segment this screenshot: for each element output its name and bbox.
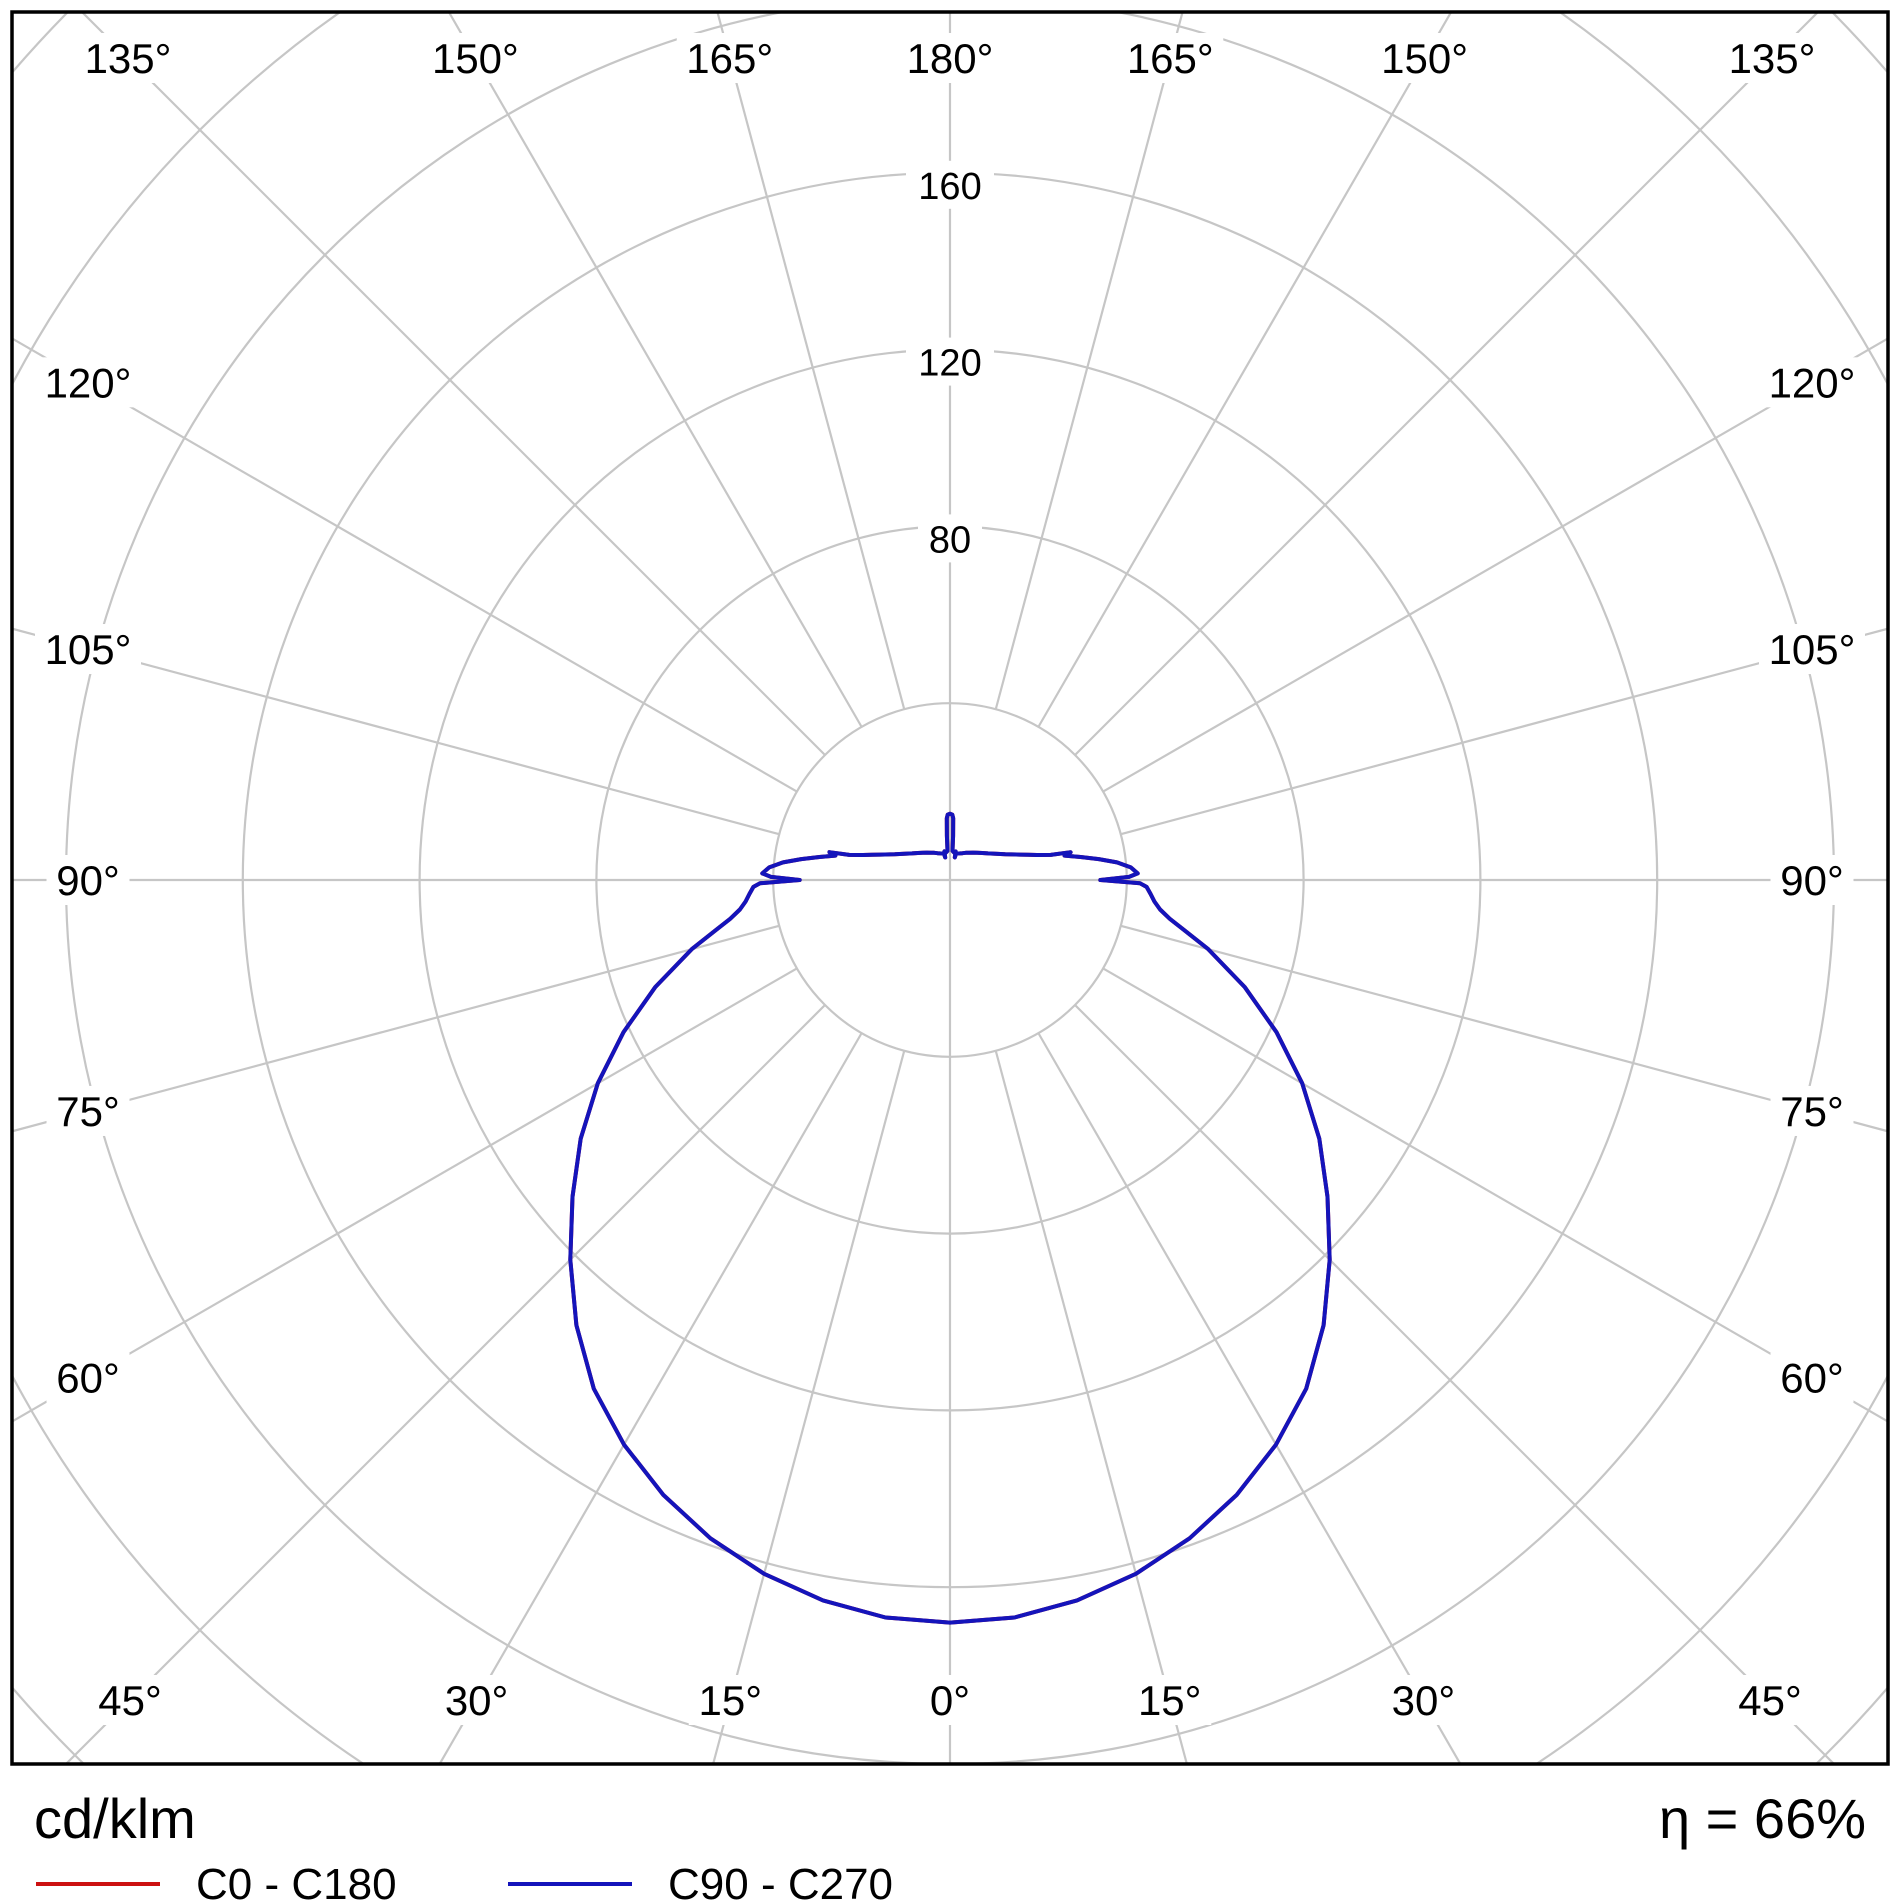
grid-spoke [81,13,826,756]
angle-label: 75° [1780,1088,1844,1135]
angle-label: 90° [56,857,120,904]
angle-label: 60° [56,1355,120,1402]
angle-label-bg [1770,1085,1854,1136]
legend-label-c0-c180: C0 - C180 [196,1860,397,1900]
ring-label: 160 [918,166,981,208]
legend: C0 - C180 C90 - C270 [36,1860,893,1900]
angle-label-bg [46,1085,130,1136]
angle-label-bg [1371,33,1478,83]
angle-label: 105° [1769,626,1856,673]
angle-label-bg [1719,33,1825,83]
angle-label: 165° [686,35,773,82]
angle-label-bg [897,33,1003,83]
grid-spoke [1074,1004,1835,1763]
angle-label-bg [920,1675,980,1725]
grid-spoke [1102,337,1887,793]
grid-spoke [13,924,780,1133]
angle-label-bg [1770,855,1854,905]
angle-label-bg [1770,1352,1854,1403]
angle-label: 45° [1738,1677,1802,1724]
angle-label-bg [46,855,130,905]
unit-label: cd/klm [34,1787,196,1850]
grid-spoke [994,1050,1188,1763]
ring-label: 80 [929,519,971,561]
angle-label: 75° [56,1088,120,1135]
angle-label: 105° [45,626,132,673]
plot-labels: 80 120 160 0° 15° 15° 30° 30° 45° 45° 60° 60° 75° 75°… [35,33,1865,1725]
angle-label-bg [1381,1675,1465,1725]
angle-label-bg [688,1675,772,1725]
angle-label-bg [676,33,783,83]
grid-spoke [716,13,906,710]
grid-spoke [1037,1032,1462,1763]
angle-label: 45° [98,1677,162,1724]
ring-label-bg [906,160,994,209]
angle-label-bg [1759,624,1865,675]
angle-label: 120° [45,359,132,406]
angle-label: 15° [699,1677,763,1724]
grid-spoke [1120,924,1887,1133]
angle-label-bg [46,1352,130,1403]
grid-spoke [994,13,1184,710]
grid-spoke [1074,13,1819,756]
grid-spoke [1037,13,1452,728]
chart-border [10,10,1890,1766]
angle-label-bg [1128,1675,1212,1725]
angle-label: 180° [907,35,994,82]
angle-label: 30° [1392,1677,1456,1724]
angle-label-bg [35,357,141,408]
angle-label: 60° [1780,1355,1844,1402]
angle-label: 90° [1780,857,1844,904]
grid-spoke [712,1050,906,1763]
grid-spoke [13,337,798,793]
angle-label: 15° [1138,1677,1202,1724]
grid-spoke [13,967,798,1423]
angle-label: 30° [445,1677,509,1724]
grid-spoke [1120,627,1887,836]
grid-spoke [1102,967,1887,1423]
efficiency-label: η = 66% [1659,1787,1866,1850]
series-curve-1 [568,811,1332,1625]
ring-label-bg [918,514,982,563]
angle-label: 150° [432,35,519,82]
ring-label: 120 [918,343,981,385]
angle-label: 0° [930,1677,970,1724]
grid-spoke [438,1032,863,1763]
angle-label-bg [435,1675,519,1725]
angle-label-bg [422,33,529,83]
ring-label-bg [906,337,994,386]
angle-label-bg [1728,1675,1812,1725]
grid-spoke [65,1004,826,1763]
grid-spoke [448,13,863,728]
angle-label-bg [88,1675,172,1725]
angle-label-bg [35,624,141,675]
angle-label-bg [75,33,181,83]
angle-label: 165° [1127,35,1214,82]
angle-label-bg [1759,357,1865,408]
angle-label: 135° [1729,35,1816,82]
grid-spoke [13,627,780,836]
angle-label: 135° [85,35,172,82]
intensity-curves [568,811,1332,1625]
angle-label: 120° [1769,359,1856,406]
angle-label-bg [1117,33,1224,83]
angle-label: 150° [1381,35,1468,82]
legend-label-c90-c270: C90 - C270 [668,1860,893,1900]
